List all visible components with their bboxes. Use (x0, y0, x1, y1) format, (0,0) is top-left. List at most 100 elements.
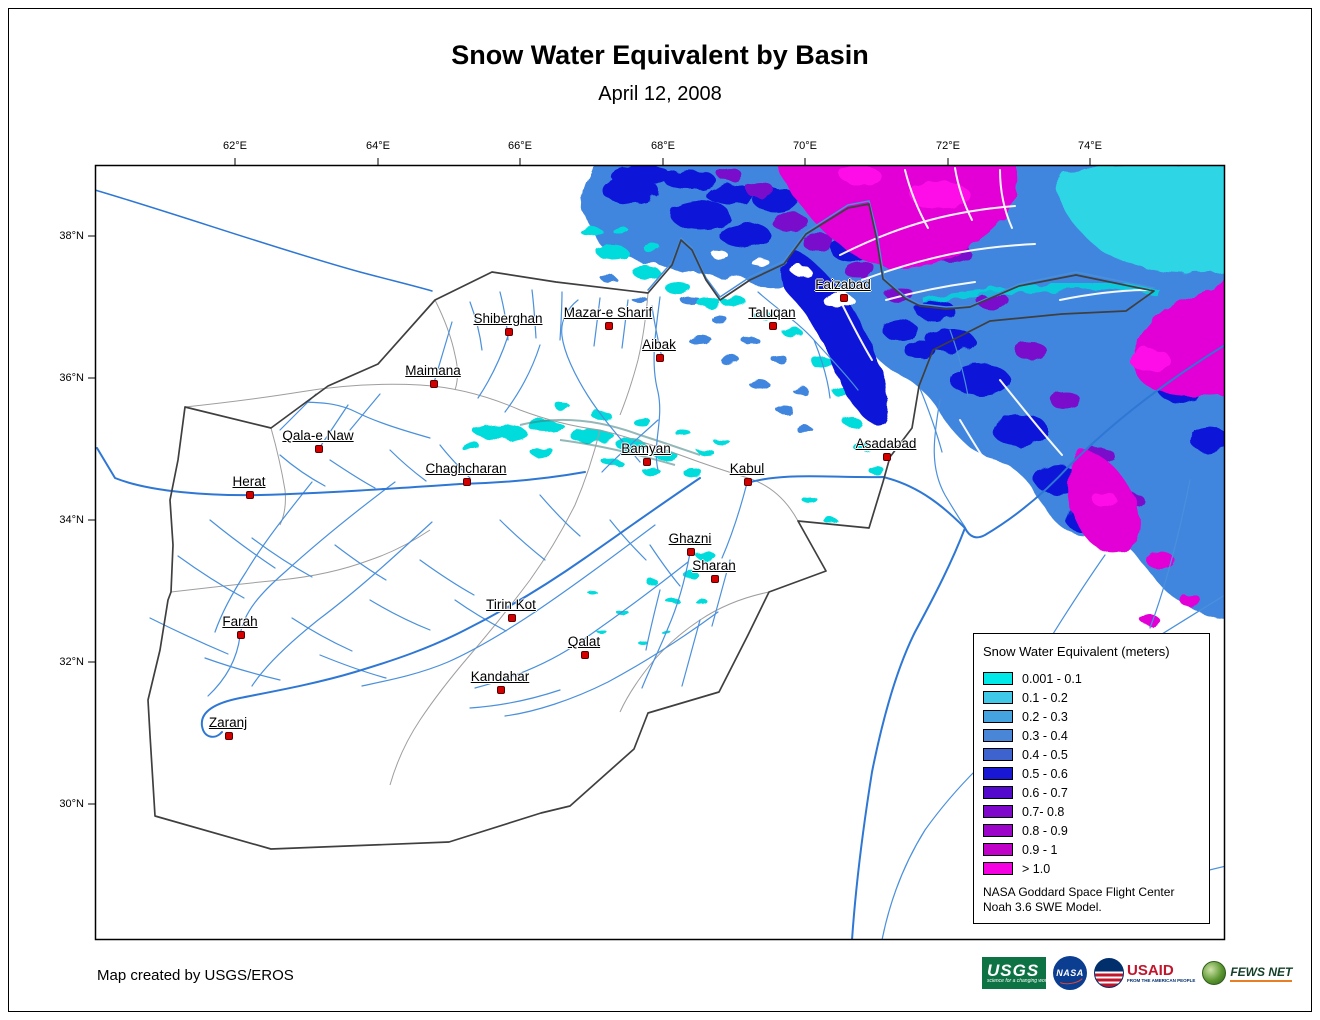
legend-label: 0.1 - 0.2 (1022, 690, 1068, 705)
legend-swatch (983, 767, 1013, 780)
legend-label: 0.2 - 0.3 (1022, 709, 1068, 724)
legend-swatch (983, 786, 1013, 799)
legend-swatch (983, 748, 1013, 761)
usaid-logo-tagline: FROM THE AMERICAN PEOPLE (1127, 977, 1196, 983)
legend-label: 0.6 - 0.7 (1022, 785, 1068, 800)
legend-label: 0.9 - 1 (1022, 842, 1058, 857)
fewsnet-logo-text: FEWS NET (1230, 964, 1293, 979)
legend-row: > 1.0 (983, 859, 1200, 878)
city-dot (605, 322, 613, 330)
legend-row: 0.3 - 0.4 (983, 726, 1200, 745)
nasa-logo-text: NASA (1056, 968, 1084, 978)
city-label: Sharan (692, 558, 736, 573)
legend-swatch (983, 691, 1013, 704)
legend-row: 0.9 - 1 (983, 840, 1200, 859)
legend-label: > 1.0 (1022, 861, 1051, 876)
legend-source-line1: NASA Goddard Space Flight Center (983, 885, 1175, 899)
city-label: Kandahar (470, 669, 530, 684)
city-label: Tirin Kot (486, 597, 536, 612)
usgs-logo-text: USGS (987, 960, 1040, 980)
map-frame (94, 164, 1226, 941)
nasa-logo: NASA (1053, 956, 1087, 990)
page-neatline (8, 8, 1312, 1012)
legend-source-line2: Noah 3.6 SWE Model. (983, 900, 1102, 914)
city-dot (883, 453, 891, 461)
wakhan-cyan-strip (921, 281, 1159, 304)
city-label: Mazar-e Sharif (563, 305, 653, 320)
snow-magenta-bright (840, 166, 1170, 508)
lon-label: 70°E (793, 140, 817, 152)
legend-label: 0.5 - 0.6 (1022, 766, 1068, 781)
usgs-logo: USGS science for a changing world (982, 957, 1051, 989)
agency-logos: USGS science for a changing world NASA U… (982, 951, 1293, 995)
legend-swatch (983, 805, 1013, 818)
major-rivers (96, 189, 1224, 939)
usaid-emblem-icon (1094, 958, 1124, 988)
fewsnet-globe-icon (1202, 961, 1227, 985)
snow-field-base (582, 166, 1224, 621)
lon-label: 72°E (936, 140, 960, 152)
city-label: Herat (232, 474, 266, 489)
city-label: Maimana (405, 363, 461, 378)
city-label: Shiberghan (473, 311, 543, 326)
city-label: Farah (222, 614, 258, 629)
legend-swatch (983, 824, 1013, 837)
legend-row: 0.6 - 0.7 (983, 783, 1200, 802)
fewsnet-logo-bar (1230, 979, 1293, 982)
snow-valley-streaks (839, 167, 1151, 493)
city-dot (769, 322, 777, 330)
lon-label: 74°E (1078, 140, 1102, 152)
city-dot (430, 380, 438, 388)
legend-label: 0.3 - 0.4 (1022, 728, 1068, 743)
city-label: Asadabad (855, 436, 917, 451)
city-dot (505, 328, 513, 336)
legend-row: 0.001 - 0.1 (983, 669, 1200, 688)
usgs-logo-tagline: science for a changing world (987, 977, 1051, 984)
lat-label: 36°N (59, 372, 84, 384)
city-label: Kabul (729, 461, 765, 476)
graticule-ticks (88, 158, 1091, 805)
city-label: Chaghcharan (425, 461, 507, 476)
lat-label: 38°N (59, 230, 84, 242)
snow-central-speckles (460, 403, 837, 644)
map-date: April 12, 2008 (598, 83, 722, 105)
legend-swatch (983, 862, 1013, 875)
legend-row: 0.2 - 0.3 (983, 707, 1200, 726)
city-dot (508, 614, 516, 622)
legend-swatch (983, 843, 1013, 856)
legend-swatch (983, 672, 1013, 685)
legend-row: 0.7- 0.8 (983, 802, 1200, 821)
city-dot (643, 458, 651, 466)
snow-cyan-topright (1056, 166, 1224, 275)
legend-row: 0.5 - 0.6 (983, 764, 1200, 783)
city-label: Zaranj (208, 715, 248, 730)
usaid-logo: USAID FROM THE AMERICAN PEOPLE (1094, 958, 1195, 988)
snow-cyan-fringe (581, 226, 884, 474)
lat-label: 34°N (59, 514, 84, 526)
city-dot (687, 548, 695, 556)
legend-label: 0.8 - 0.9 (1022, 823, 1068, 838)
legend-row: 0.4 - 0.5 (983, 745, 1200, 764)
city-dot (497, 686, 505, 694)
city-label: Bamyan (621, 441, 671, 456)
lat-label: 32°N (59, 656, 84, 668)
legend-row: 0.1 - 0.2 (983, 688, 1200, 707)
city-label: Qalat (567, 634, 601, 649)
afghanistan-border (147, 203, 1155, 850)
legend: Snow Water Equivalent (meters) 0.001 - 0… (973, 633, 1210, 924)
city-dot (711, 575, 719, 583)
city-dot (656, 354, 664, 362)
city-dot (237, 631, 245, 639)
city-dot (463, 478, 471, 486)
city-label: Qala-e Naw (282, 428, 354, 443)
lon-label: 66°E (508, 140, 532, 152)
city-label: Faizabad (815, 277, 871, 292)
lon-label: 62°E (223, 140, 247, 152)
city-label: Taluqan (748, 305, 796, 320)
city-label: Ghazni (668, 531, 712, 546)
legend-swatch (983, 729, 1013, 742)
city-dot (246, 491, 254, 499)
legend-row: 0.8 - 0.9 (983, 821, 1200, 840)
map-title: Snow Water Equivalent by Basin (451, 40, 869, 70)
